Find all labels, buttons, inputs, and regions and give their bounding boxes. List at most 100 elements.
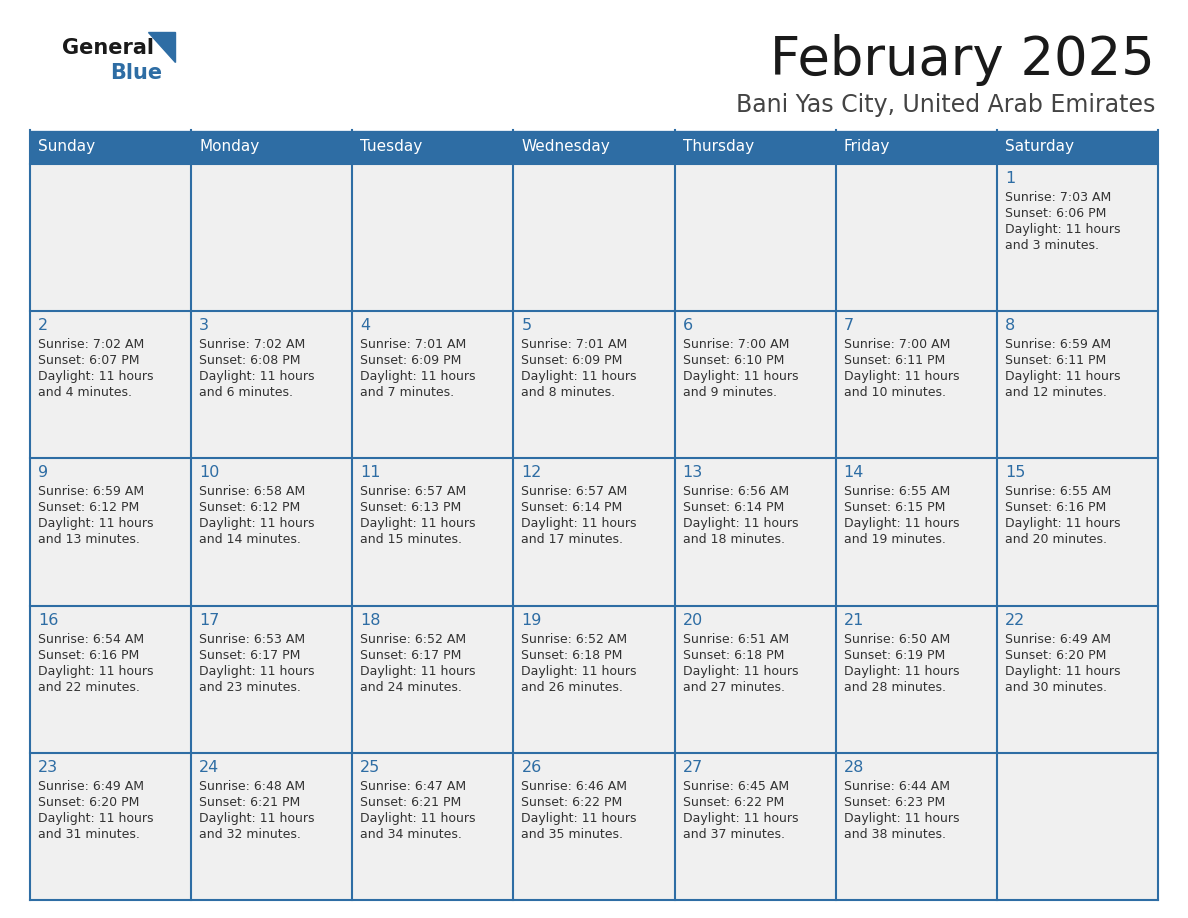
Text: Sunrise: 6:51 AM: Sunrise: 6:51 AM — [683, 633, 789, 645]
Text: Sunset: 6:14 PM: Sunset: 6:14 PM — [683, 501, 784, 514]
Text: Daylight: 11 hours: Daylight: 11 hours — [843, 665, 959, 677]
Text: Bani Yas City, United Arab Emirates: Bani Yas City, United Arab Emirates — [735, 93, 1155, 117]
Text: and 9 minutes.: and 9 minutes. — [683, 386, 777, 399]
Bar — [353, 458, 513, 606]
Text: 25: 25 — [360, 760, 380, 775]
Text: Sunrise: 6:45 AM: Sunrise: 6:45 AM — [683, 779, 789, 793]
Text: Sunset: 6:16 PM: Sunset: 6:16 PM — [1005, 501, 1106, 514]
Text: Daylight: 11 hours: Daylight: 11 hours — [683, 518, 798, 531]
Text: 7: 7 — [843, 319, 854, 333]
Text: Sunset: 6:23 PM: Sunset: 6:23 PM — [843, 796, 944, 809]
Text: Daylight: 11 hours: Daylight: 11 hours — [843, 812, 959, 824]
Bar — [675, 753, 835, 900]
Text: Sunrise: 6:53 AM: Sunrise: 6:53 AM — [200, 633, 305, 645]
Text: Daylight: 11 hours: Daylight: 11 hours — [683, 812, 798, 824]
Text: Sunset: 6:20 PM: Sunset: 6:20 PM — [38, 796, 139, 809]
Text: and 18 minutes.: and 18 minutes. — [683, 533, 784, 546]
Text: Tuesday: Tuesday — [360, 140, 423, 154]
Bar — [30, 606, 191, 753]
Text: 12: 12 — [522, 465, 542, 480]
Text: Sunrise: 6:47 AM: Sunrise: 6:47 AM — [360, 779, 467, 793]
Text: 21: 21 — [843, 612, 864, 628]
Text: and 10 minutes.: and 10 minutes. — [843, 386, 946, 399]
Text: Daylight: 11 hours: Daylight: 11 hours — [360, 812, 475, 824]
Text: and 30 minutes.: and 30 minutes. — [1005, 680, 1107, 694]
Text: Daylight: 11 hours: Daylight: 11 hours — [1005, 665, 1120, 677]
Text: Sunset: 6:18 PM: Sunset: 6:18 PM — [683, 649, 784, 662]
Bar — [835, 753, 997, 900]
Text: Sunset: 6:13 PM: Sunset: 6:13 PM — [360, 501, 461, 514]
Text: Daylight: 11 hours: Daylight: 11 hours — [38, 665, 153, 677]
Text: 28: 28 — [843, 760, 864, 775]
Text: Sunrise: 6:50 AM: Sunrise: 6:50 AM — [843, 633, 950, 645]
Bar — [191, 311, 353, 458]
Text: 20: 20 — [683, 612, 703, 628]
Text: 24: 24 — [200, 760, 220, 775]
Text: and 28 minutes.: and 28 minutes. — [843, 680, 946, 694]
Polygon shape — [148, 32, 175, 62]
Text: Sunset: 6:08 PM: Sunset: 6:08 PM — [200, 354, 301, 367]
Bar — [353, 606, 513, 753]
Text: Sunrise: 7:00 AM: Sunrise: 7:00 AM — [843, 338, 950, 352]
Text: Sunset: 6:15 PM: Sunset: 6:15 PM — [843, 501, 946, 514]
Text: 3: 3 — [200, 319, 209, 333]
Text: Daylight: 11 hours: Daylight: 11 hours — [38, 370, 153, 383]
Bar — [835, 458, 997, 606]
Text: Sunset: 6:14 PM: Sunset: 6:14 PM — [522, 501, 623, 514]
Text: Sunrise: 6:52 AM: Sunrise: 6:52 AM — [522, 633, 627, 645]
Text: and 22 minutes.: and 22 minutes. — [38, 680, 140, 694]
Text: Sunrise: 6:57 AM: Sunrise: 6:57 AM — [522, 486, 627, 498]
Text: Sunset: 6:09 PM: Sunset: 6:09 PM — [522, 354, 623, 367]
Bar — [353, 130, 513, 164]
Text: Daylight: 11 hours: Daylight: 11 hours — [522, 812, 637, 824]
Text: Daylight: 11 hours: Daylight: 11 hours — [200, 812, 315, 824]
Bar — [191, 164, 353, 311]
Text: 13: 13 — [683, 465, 703, 480]
Bar — [997, 753, 1158, 900]
Bar — [30, 164, 191, 311]
Bar — [835, 311, 997, 458]
Text: and 19 minutes.: and 19 minutes. — [843, 533, 946, 546]
Text: Sunset: 6:22 PM: Sunset: 6:22 PM — [683, 796, 784, 809]
Text: Wednesday: Wednesday — [522, 140, 611, 154]
Bar — [997, 311, 1158, 458]
Text: Sunrise: 6:59 AM: Sunrise: 6:59 AM — [1005, 338, 1111, 352]
Bar — [513, 130, 675, 164]
Bar — [675, 458, 835, 606]
Text: Daylight: 11 hours: Daylight: 11 hours — [360, 518, 475, 531]
Text: Sunset: 6:11 PM: Sunset: 6:11 PM — [1005, 354, 1106, 367]
Bar — [997, 458, 1158, 606]
Text: Sunrise: 7:02 AM: Sunrise: 7:02 AM — [200, 338, 305, 352]
Text: and 35 minutes.: and 35 minutes. — [522, 828, 624, 841]
Text: and 31 minutes.: and 31 minutes. — [38, 828, 140, 841]
Text: Daylight: 11 hours: Daylight: 11 hours — [360, 665, 475, 677]
Text: Sunset: 6:06 PM: Sunset: 6:06 PM — [1005, 207, 1106, 220]
Text: Sunset: 6:10 PM: Sunset: 6:10 PM — [683, 354, 784, 367]
Text: Daylight: 11 hours: Daylight: 11 hours — [1005, 518, 1120, 531]
Bar — [353, 753, 513, 900]
Text: 22: 22 — [1005, 612, 1025, 628]
Bar — [997, 130, 1158, 164]
Text: Sunrise: 6:56 AM: Sunrise: 6:56 AM — [683, 486, 789, 498]
Text: Sunset: 6:18 PM: Sunset: 6:18 PM — [522, 649, 623, 662]
Bar — [675, 130, 835, 164]
Text: Sunrise: 7:02 AM: Sunrise: 7:02 AM — [38, 338, 144, 352]
Text: Sunrise: 7:03 AM: Sunrise: 7:03 AM — [1005, 191, 1111, 204]
Text: Daylight: 11 hours: Daylight: 11 hours — [522, 665, 637, 677]
Bar — [30, 458, 191, 606]
Text: Saturday: Saturday — [1005, 140, 1074, 154]
Text: and 7 minutes.: and 7 minutes. — [360, 386, 455, 399]
Text: and 13 minutes.: and 13 minutes. — [38, 533, 140, 546]
Text: Daylight: 11 hours: Daylight: 11 hours — [1005, 223, 1120, 236]
Text: and 26 minutes.: and 26 minutes. — [522, 680, 624, 694]
Text: Daylight: 11 hours: Daylight: 11 hours — [1005, 370, 1120, 383]
Text: and 12 minutes.: and 12 minutes. — [1005, 386, 1107, 399]
Text: 15: 15 — [1005, 465, 1025, 480]
Text: Sunrise: 6:48 AM: Sunrise: 6:48 AM — [200, 779, 305, 793]
Bar — [513, 164, 675, 311]
Text: Sunset: 6:22 PM: Sunset: 6:22 PM — [522, 796, 623, 809]
Bar — [513, 311, 675, 458]
Text: Sunrise: 6:54 AM: Sunrise: 6:54 AM — [38, 633, 144, 645]
Text: and 34 minutes.: and 34 minutes. — [360, 828, 462, 841]
Text: Blue: Blue — [110, 63, 162, 83]
